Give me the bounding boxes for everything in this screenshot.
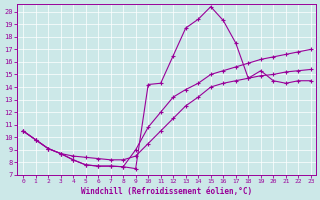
X-axis label: Windchill (Refroidissement éolien,°C): Windchill (Refroidissement éolien,°C): [81, 187, 252, 196]
